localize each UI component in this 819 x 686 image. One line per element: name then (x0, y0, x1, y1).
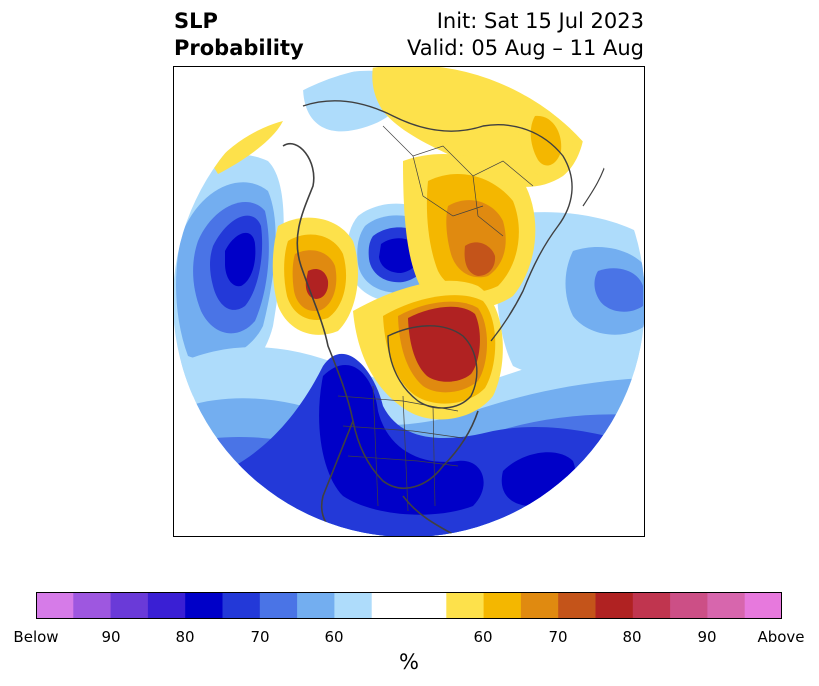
coastline-eurasia (302, 100, 573, 342)
colorbar-segment (707, 592, 746, 619)
colorbar-tick-above-90: 90 (697, 628, 717, 646)
map-title: SLP Probability (174, 8, 304, 62)
below-region-usa-core (319, 364, 484, 515)
colorbar-segment (36, 592, 74, 619)
above-region-europe-core (464, 242, 496, 276)
colorbar-segment (446, 592, 485, 619)
colorbar-segment (259, 592, 298, 619)
title-line-2: Probability (174, 36, 304, 60)
colorbar-tick-above-60: 60 (473, 628, 493, 646)
colorbar-segment (558, 592, 596, 619)
colorbar-unit-label: % (399, 650, 419, 674)
colorbar-tick-below-80: 80 (175, 628, 195, 646)
colorbar-frame (36, 592, 782, 619)
colorbar-segment (520, 592, 559, 619)
colorbar-tick-above-80: 80 (622, 628, 642, 646)
init-date: Init: Sat 15 Jul 2023 (436, 9, 644, 33)
map-fill-layer (173, 66, 645, 537)
above-region-pacific-light (213, 121, 283, 174)
colorbar-segment (222, 592, 261, 619)
colorbar-segment (334, 592, 373, 619)
colorbar (36, 592, 782, 619)
valid-date: Valid: 05 Aug – 11 Aug (406, 36, 644, 60)
coastline-greenland (387, 325, 478, 409)
colorbar-segment (595, 592, 634, 619)
colorbar-segment (409, 592, 447, 619)
colorbar-segment (371, 592, 410, 619)
colorbar-tick-below-60: 60 (324, 628, 344, 646)
colorbar-segment (297, 592, 335, 619)
colorbar-segment (185, 592, 223, 619)
map-frame (173, 66, 645, 537)
title-line-1: SLP (174, 9, 218, 33)
colorbar-tick-below: Below (13, 628, 59, 646)
colorbar-tick-above: Above (757, 628, 805, 646)
colorbar-segment (483, 592, 522, 619)
border-lines-north (382, 125, 534, 237)
colorbar-segment (110, 592, 149, 619)
border-lines-usa (337, 385, 464, 512)
below-region-east-deep (594, 268, 643, 312)
date-info: Init: Sat 15 Jul 2023 Valid: 05 Aug – 11… (407, 8, 644, 62)
above-region-siberia-mid (530, 115, 562, 166)
colorbar-segment (632, 592, 671, 619)
colorbar-segment (670, 592, 708, 619)
probability-map (173, 66, 645, 537)
borders (337, 125, 534, 512)
colorbar-segment (73, 592, 112, 619)
colorbar-segments (36, 592, 782, 619)
colorbar-tick-below-90: 90 (101, 628, 121, 646)
colorbar-segment (744, 592, 782, 619)
colorbar-segment (147, 592, 186, 619)
below-region-west-core (225, 232, 256, 287)
colorbar-tick-above-70: 70 (548, 628, 568, 646)
above-region-west-core (305, 269, 329, 299)
colorbar-tick-below-70: 70 (250, 628, 270, 646)
